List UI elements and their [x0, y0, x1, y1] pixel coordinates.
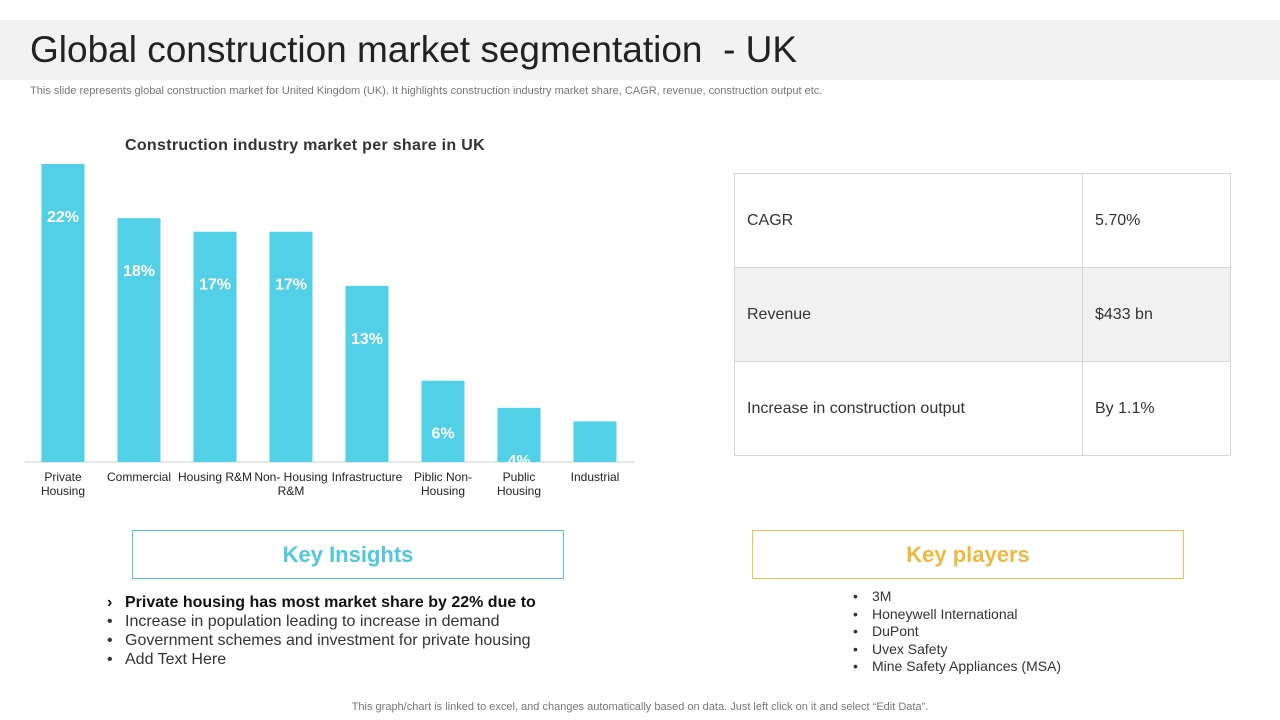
x-tick-label: Housing R&M: [177, 470, 253, 484]
bar-label: 3%: [583, 466, 606, 483]
x-tick-label: Public Housing: [496, 470, 542, 498]
insight-item: Increase in population leading to increa…: [107, 612, 536, 631]
insight-item: Add Text Here: [107, 650, 536, 669]
player-item: Honeywell International: [853, 606, 1061, 624]
title-band: [0, 20, 1280, 80]
stats-table: CAGR 5.70% Revenue $433 bn Increase in const…: [734, 173, 1231, 456]
table-cell: Increase in construction output: [734, 361, 1083, 456]
insight-item: Private housing has most market share by…: [107, 593, 536, 612]
table-cell: Revenue: [734, 267, 1083, 362]
table-row: Increase in construction output By 1.1%: [734, 361, 1231, 456]
table-cell: $433 bn: [1082, 267, 1231, 362]
player-item: DuPont: [853, 623, 1061, 641]
bar: [269, 231, 313, 462]
slide-title: Global construction market segmentation …: [30, 29, 798, 70]
bar-label: 17%: [199, 277, 231, 294]
bar: [421, 380, 465, 462]
bar-label: 6%: [431, 426, 454, 443]
table-cell: CAGR: [734, 173, 1083, 268]
bar: [573, 421, 617, 462]
table-cell: By 1.1%: [1082, 361, 1231, 456]
insights-list: Private housing has most market share by…: [107, 593, 536, 669]
table-cell: 5.70%: [1082, 173, 1231, 268]
player-item: Mine Safety Appliances (MSA): [853, 658, 1061, 676]
insight-item: Government schemes and investment for pr…: [107, 631, 536, 650]
bar-label: 4%: [507, 453, 530, 470]
bar-label: 17%: [275, 277, 307, 294]
bar-label: 13%: [351, 331, 383, 348]
table-row: Revenue $433 bn: [734, 267, 1231, 362]
player-item: Uvex Safety: [853, 641, 1061, 659]
footer: This graph/chart is linked to excel, and…: [351, 701, 929, 713]
bar: [345, 285, 389, 462]
x-tick-label: Commercial: [106, 470, 171, 484]
players-heading: Key players: [752, 530, 1184, 579]
players-list: 3MHoneywell InternationalDuPontUvex Safe…: [853, 588, 1061, 676]
x-tick-label: Industrial: [570, 470, 620, 484]
player-item: 3M: [853, 588, 1061, 606]
x-tick-label: Private Housing: [40, 470, 86, 498]
insights-heading: Key Insights: [132, 530, 564, 579]
bar: [117, 218, 161, 462]
bar-label: 22%: [47, 209, 79, 226]
bar: [497, 407, 541, 462]
x-tick-label: Non- Housing R&M: [254, 470, 328, 498]
subtitle: This slide represents global constructio…: [30, 85, 823, 97]
table-row: CAGR 5.70%: [734, 173, 1231, 268]
x-tick-label: Infrastructure: [331, 470, 403, 484]
bar: [193, 231, 237, 462]
chart-title: Construction industry market per share i…: [125, 137, 485, 154]
bar-label: 18%: [123, 263, 155, 280]
x-tick-label: Piblic Non-Housing: [413, 470, 473, 498]
bar: [41, 164, 85, 462]
